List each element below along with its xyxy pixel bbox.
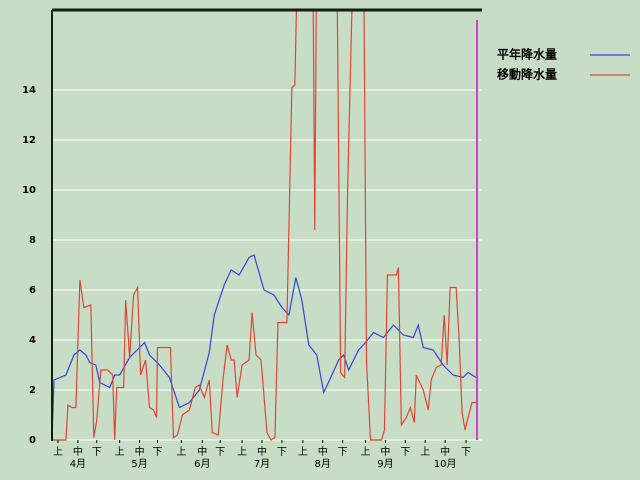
y-tick-label: 14 (22, 85, 36, 96)
month-label: 7月 (254, 458, 270, 470)
x-tick-label: 中 (197, 445, 207, 458)
x-tick-label: 下 (277, 447, 287, 458)
x-tick-label: 上 (420, 446, 430, 458)
x-tick-label: 中 (380, 445, 390, 458)
y-tick-label: 8 (29, 235, 36, 246)
y-tick-label: 2 (29, 385, 36, 396)
x-tick-label: 下 (153, 447, 163, 458)
y-tick-label: 6 (29, 285, 36, 296)
x-tick-label: 中 (257, 445, 267, 458)
x-tick-label: 上 (298, 446, 308, 458)
x-tick-label: 上 (361, 446, 371, 458)
month-label: 9月 (377, 458, 393, 470)
month-label: 10月 (434, 458, 457, 470)
y-tick-label: 10 (22, 185, 36, 196)
legend-label: 平年降水量 (497, 47, 557, 62)
legend-label: 移動降水量 (497, 67, 557, 82)
series-line (52, 10, 477, 441)
month-label: 4月 (70, 458, 86, 470)
series-line (52, 254, 477, 441)
x-tick-label: 中 (318, 445, 328, 458)
month-label: 5月 (131, 458, 147, 470)
x-tick-label: 下 (338, 447, 348, 458)
x-tick-label: 上 (237, 446, 247, 458)
y-tick-label: 12 (22, 135, 36, 146)
x-tick-label: 中 (73, 445, 83, 458)
x-tick-label: 上 (115, 446, 125, 458)
x-tick-label: 下 (400, 447, 410, 458)
y-tick-label: 4 (29, 335, 36, 346)
x-tick-label: 上 (53, 446, 63, 458)
x-tick-label: 中 (440, 445, 450, 458)
y-tick-label: 0 (29, 435, 36, 446)
x-tick-label: 上 (176, 446, 186, 458)
month-label: 6月 (194, 458, 210, 470)
x-tick-label: 下 (215, 447, 225, 458)
x-tick-label: 下 (461, 447, 471, 458)
x-tick-label: 下 (92, 447, 102, 458)
x-tick-label: 中 (135, 445, 145, 458)
month-label: 8月 (315, 458, 331, 470)
